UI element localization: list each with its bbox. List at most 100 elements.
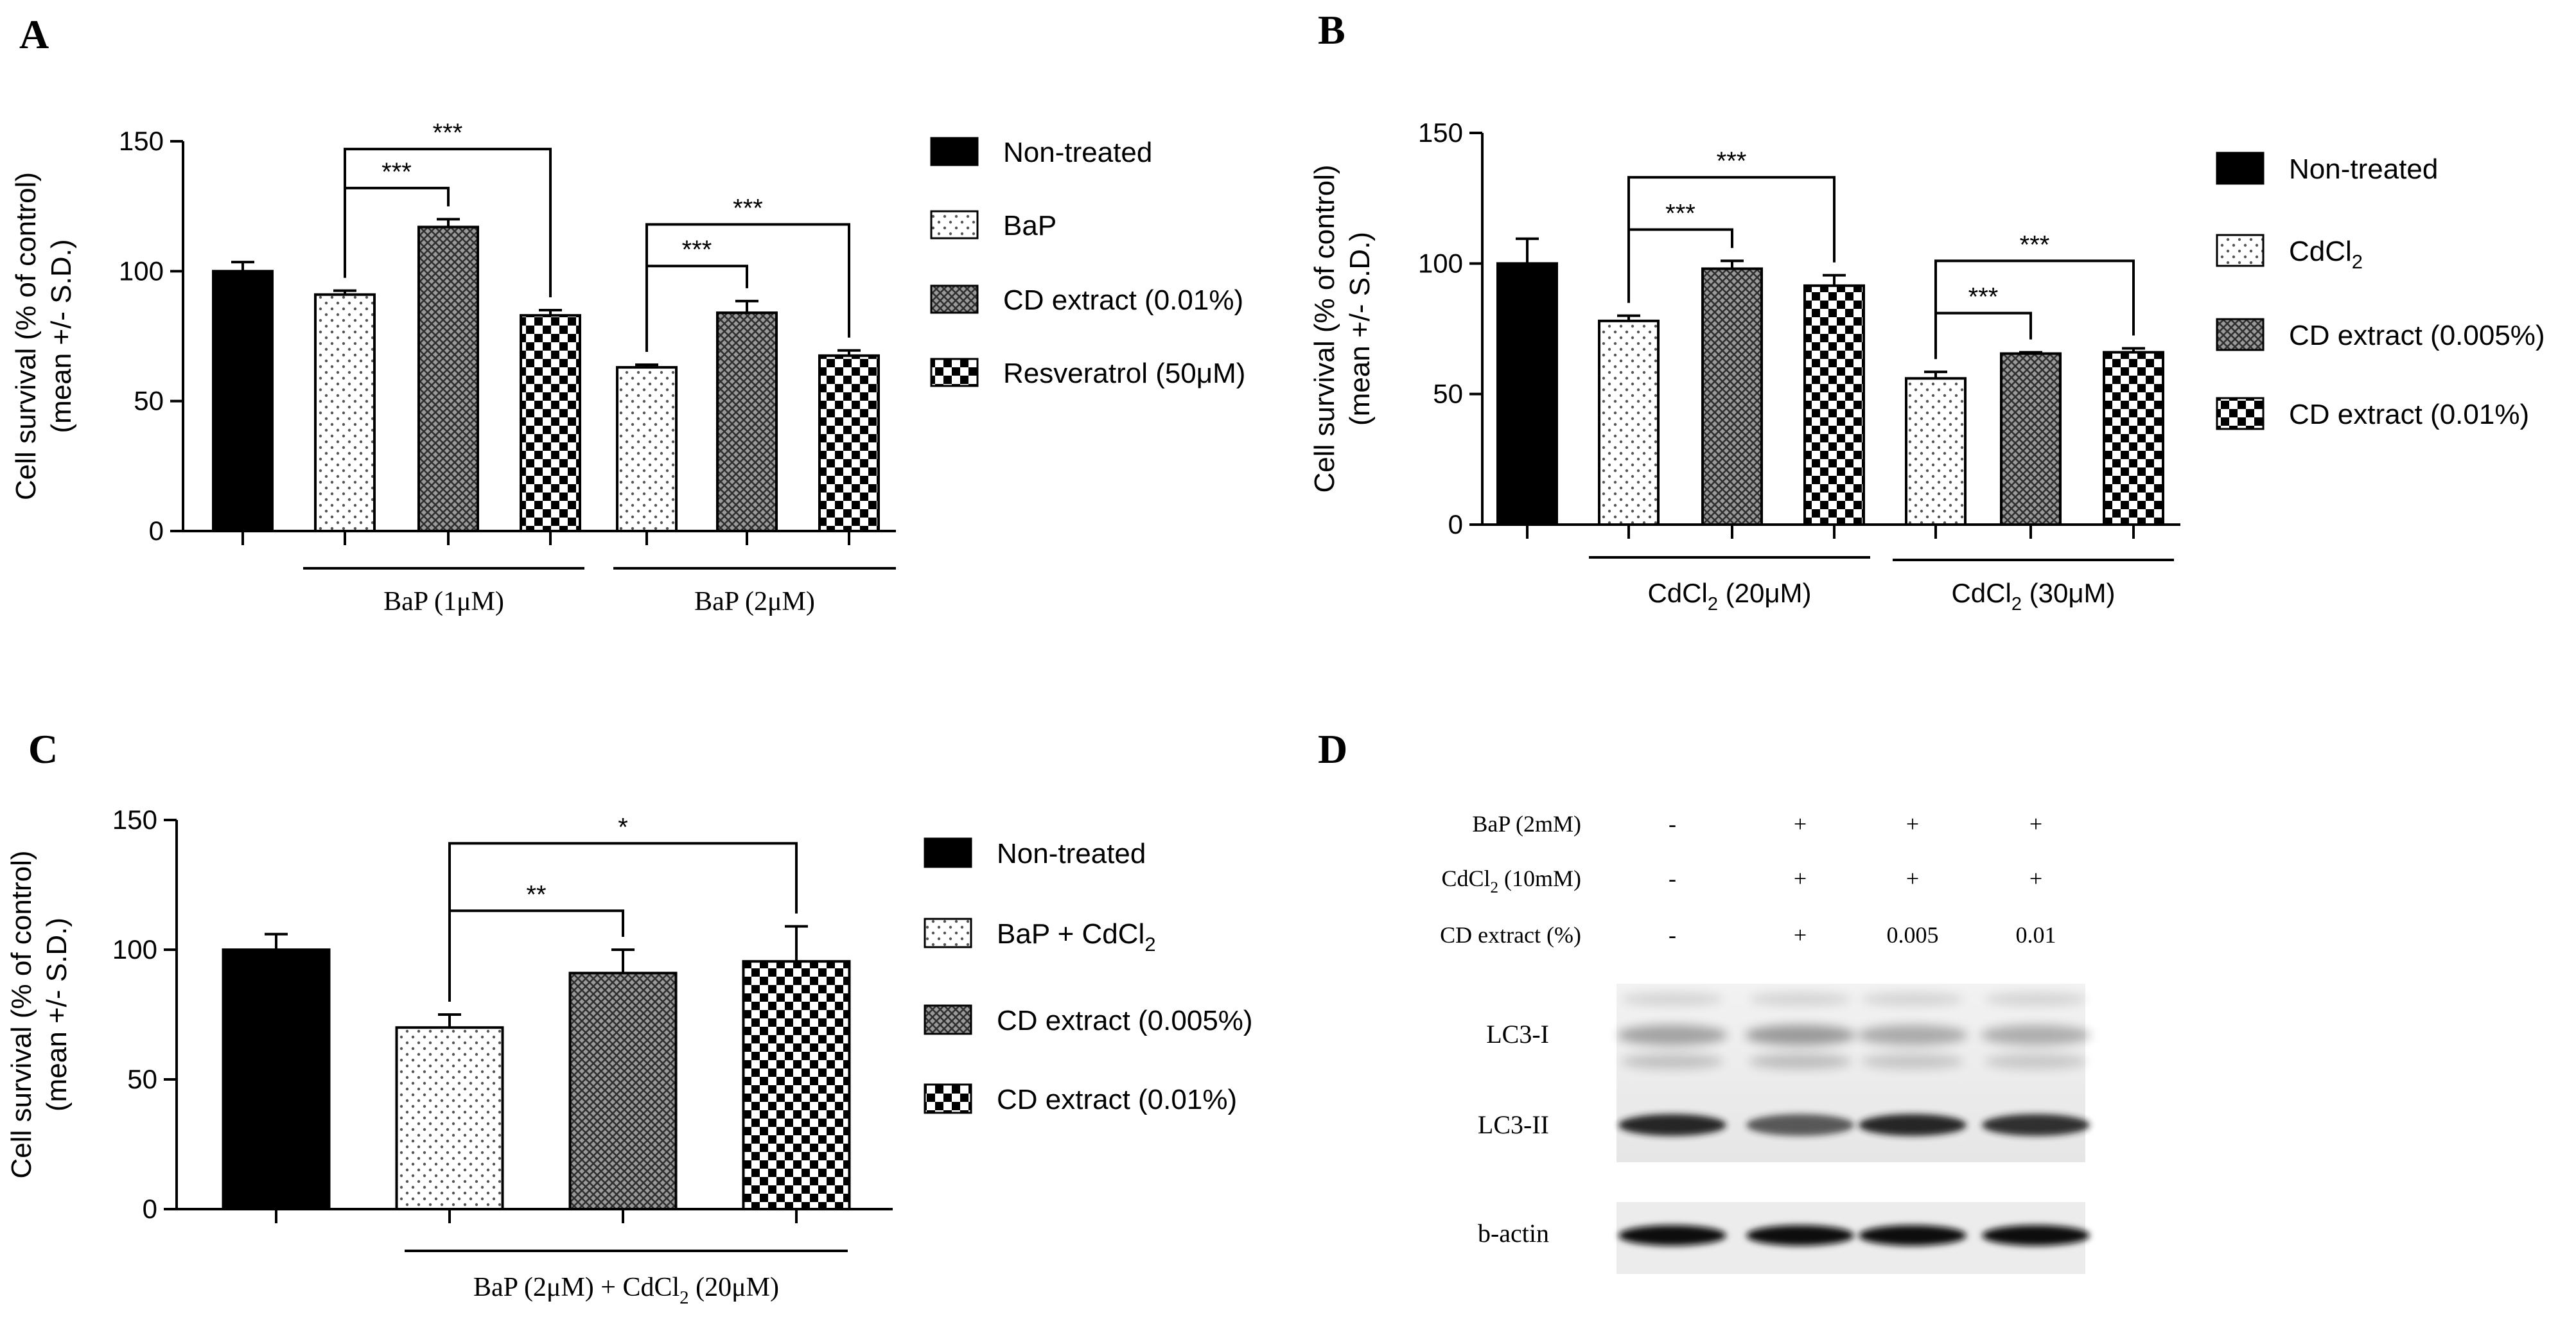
significance-label: *** (682, 236, 712, 264)
lc3-ii-band (1618, 1114, 1726, 1136)
significance-bracket (1934, 259, 2135, 360)
treatment-value: + (1794, 866, 1807, 891)
y-axis-label-sub: (mean +/- S.D.) (1344, 232, 1376, 426)
treatment-value: + (1906, 811, 1919, 837)
y-axis-label: Cell survival (% of control) (6, 850, 37, 1178)
legend-swatch (930, 137, 979, 166)
bar (2000, 352, 2062, 527)
treatment-value: - (1669, 866, 1676, 891)
significance-label: *** (1717, 147, 1747, 175)
y-tick-label: 100 (119, 256, 164, 286)
y-axis-label-sub: (mean +/- S.D.) (46, 240, 77, 433)
panel-b: B 0 50 100 150 Cell survival (% of control) (m… (1309, 7, 2545, 615)
significance-label: *** (1665, 199, 1695, 227)
y-tick-label: 100 (1418, 248, 1463, 278)
bar (395, 1026, 504, 1210)
panel-label: C (28, 726, 58, 772)
significance-label: *** (433, 119, 463, 147)
panel-c: C 0 50 100 150 Cell survival (% of control) (m… (6, 726, 1253, 1308)
treatment-value: 0.01 (2016, 922, 2056, 948)
lc3-band-faint (1861, 993, 1964, 1006)
treatment-value: + (1906, 866, 1919, 891)
lc3-i-band (1617, 1025, 1728, 1045)
treatment-value: + (1794, 811, 1807, 837)
lc3-ii-band (1982, 1114, 2090, 1136)
legend-label: CD extract (0.005%) (2289, 320, 2545, 351)
legend-label: BaP (1003, 210, 1056, 241)
lc3-i-band-lower (1985, 1054, 2087, 1069)
legend-label: CD extract (0.01%) (997, 1084, 1237, 1115)
lc3-i-band (1981, 1025, 2091, 1045)
legend-swatch (2216, 234, 2265, 267)
lc3-i-band-lower (1621, 1054, 1724, 1069)
lc3-band-faint (1749, 993, 1852, 1006)
actin-band (1746, 1225, 1854, 1246)
significance-label: * (618, 813, 628, 841)
significance-label: *** (381, 158, 412, 186)
treatment-value: - (1669, 811, 1676, 837)
actin-band (1982, 1225, 2090, 1246)
legend-label: Non-treated (997, 838, 1146, 869)
panel-label: A (19, 12, 49, 57)
group-label: CdCl2 (30μM) (1951, 578, 2115, 615)
legend-label: CD extract (0.01%) (1003, 284, 1243, 316)
legend-swatch (924, 918, 972, 948)
bar (742, 960, 851, 1211)
bar (222, 948, 331, 1210)
bar (1598, 319, 1660, 526)
panel-a: A 0 50 100 150 Cell survival (% of control) (m… (10, 12, 1245, 616)
legend-label: CdCl2 (2289, 236, 2363, 273)
group-label: BaP (2μM) + CdCl2 (20μM) (473, 1273, 779, 1308)
y-tick-label: 50 (134, 386, 164, 416)
significance-bracket (344, 148, 552, 298)
lc3-band-faint (1621, 993, 1724, 1006)
panel-label: D (1318, 726, 1347, 772)
legend-label: Resveratrol (50μM) (1003, 358, 1245, 389)
y-tick-label: 150 (112, 805, 157, 835)
actin-band (1859, 1225, 1967, 1246)
band-label: LC3-I (1486, 1020, 1549, 1049)
legend-swatch (930, 284, 979, 314)
significance-bracket (1627, 176, 1836, 303)
group-label: BaP (2μM) (694, 587, 815, 616)
y-tick-label: 50 (127, 1064, 157, 1094)
lc3-ii-band (1859, 1114, 1967, 1136)
significance-label: *** (733, 194, 763, 222)
y-axis-label: Cell survival (% of control) (10, 172, 42, 500)
treatment-label: CdCl2 (10mM) (1441, 866, 1581, 896)
legend-swatch (930, 210, 979, 240)
lc3-i-band (1745, 1025, 1855, 1045)
bar (1803, 284, 1865, 526)
bar (1701, 267, 1763, 526)
significance-label: ** (526, 880, 546, 909)
bar (716, 311, 778, 532)
lc3-i-band (1857, 1025, 1968, 1045)
legend-swatch (2216, 152, 2265, 185)
bar (314, 293, 376, 532)
band-label: b-actin (1478, 1219, 1549, 1248)
legend-swatch (2216, 318, 2265, 351)
legend-label: BaP + CdCl2 (997, 918, 1156, 955)
significance-bracket (1934, 311, 2032, 360)
y-tick-label: 150 (1418, 118, 1463, 148)
significance-label: *** (1968, 283, 1999, 311)
lc3-ii-band (1746, 1114, 1854, 1136)
bar (417, 225, 479, 532)
significance-label: *** (2020, 231, 2050, 259)
legend-label: Non-treated (1003, 137, 1152, 168)
y-tick-label: 150 (119, 126, 164, 156)
treatment-label: CD extract (%) (1440, 922, 1581, 948)
bar (2103, 351, 2164, 526)
legend-label: CD extract (0.01%) (2289, 399, 2529, 430)
bar (520, 314, 581, 532)
treatment-label: BaP (2mM) (1472, 811, 1581, 837)
bar (818, 354, 880, 532)
treatment-value: + (2029, 811, 2042, 837)
treatment-value: 0.005 (1887, 922, 1939, 948)
treatment-value: + (1794, 922, 1807, 948)
band-label: LC3-II (1478, 1110, 1549, 1139)
bar (616, 366, 678, 532)
y-tick-label: 0 (143, 1194, 157, 1224)
y-tick-label: 100 (112, 934, 157, 964)
